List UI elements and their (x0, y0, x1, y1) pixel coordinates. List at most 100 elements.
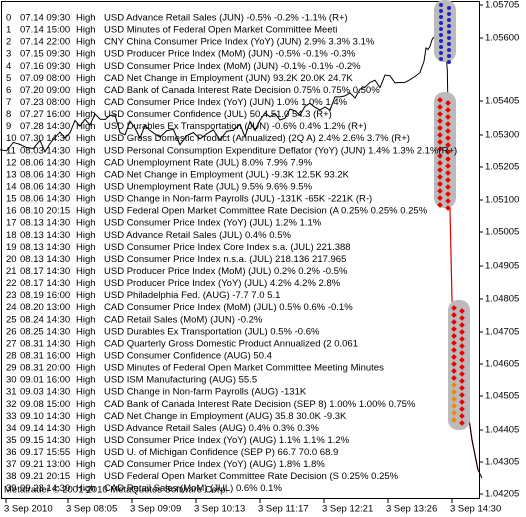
event-text: USD Change in Non-farm Payrolls (AUG) -1… (104, 387, 307, 398)
marker (447, 60, 451, 64)
price-label: 1.04905 (485, 261, 519, 272)
event-time: 09.21 20:15 (20, 471, 70, 482)
price-line (0, 3, 449, 153)
row-index: 19 (6, 242, 17, 253)
marker (447, 6, 451, 10)
row-index: 9 (6, 121, 11, 132)
row-index: 1 (6, 25, 11, 36)
marker (445, 156, 451, 162)
event-time: 08.19 16:00 (20, 290, 70, 301)
event-impact: High (76, 157, 96, 168)
row-index: 29 (6, 363, 17, 374)
event-text: USD Advance Retail Sales (JUL) 0.4% 0.5% (104, 230, 291, 241)
event-text: CAD Quarterly Gross Domestic Product Ann… (104, 338, 358, 349)
marker (445, 184, 451, 190)
event-time: 08.20 13:00 (20, 302, 70, 313)
marker (459, 406, 465, 412)
event-text: USD Producer Price Index (MoM) (JUN) -0.… (104, 49, 356, 60)
marker (445, 170, 451, 176)
marker (459, 378, 465, 384)
marker (445, 100, 451, 106)
event-time: 08.06 14:30 (20, 181, 70, 192)
marker (439, 15, 443, 19)
marker (437, 97, 443, 103)
row-index: 38 (6, 471, 17, 482)
marker (459, 357, 465, 363)
event-time: 08.03 14:30 (20, 145, 70, 156)
marker (459, 385, 465, 391)
marker (451, 319, 457, 325)
marker (451, 340, 457, 346)
event-text: USD Consumer Price Index n.s.a. (JUL) 21… (104, 254, 346, 265)
row-index: 27 (6, 338, 17, 349)
event-impact: High (76, 121, 96, 132)
event-time: 09.08 15:00 (20, 399, 70, 410)
event-impact: High (76, 206, 96, 217)
marker (447, 30, 451, 34)
marker (445, 149, 451, 155)
event-time: 07.15 09:30 (20, 49, 70, 60)
marker (437, 104, 443, 110)
marker (439, 45, 443, 49)
row-index: 2 (6, 37, 11, 48)
event-text: CAD Consumer Price Index (YoY) (JUN) 1.0… (104, 97, 348, 108)
event-impact: High (76, 145, 96, 156)
time-label: 3 Sep 13:26 (386, 504, 437, 515)
event-impact: High (76, 194, 96, 205)
event-impact: High (76, 181, 96, 192)
event-time: 08.25 14:30 (20, 326, 70, 337)
event-impact: High (76, 242, 96, 253)
event-text: USD Durables Ex Transportation (JUN) -0.… (104, 121, 367, 132)
row-index: 5 (6, 73, 11, 84)
row-index: 22 (6, 278, 17, 289)
event-text: USD Consumer Confidence (JUL) 50.4 51.0 … (104, 109, 332, 120)
event-impact: High (76, 290, 96, 301)
event-list: 0 07.14 09:30 High USD Advance Retail Sales… (6, 13, 457, 495)
marker (437, 195, 443, 201)
marker (437, 202, 443, 208)
row-index: 32 (6, 399, 17, 410)
event-impact: High (76, 85, 96, 96)
event-time: 08.31 20:00 (20, 363, 70, 374)
event-impact: High (76, 61, 96, 72)
event-impact: High (76, 218, 96, 229)
price-label: 1.05005 (485, 227, 519, 238)
marker (459, 343, 465, 349)
event-time: 08.31 16:00 (20, 350, 70, 361)
event-time: 08.06 14:30 (20, 169, 70, 180)
marker (451, 326, 457, 332)
plot-frame (1, 1, 480, 499)
event-impact: High (76, 230, 96, 241)
marker (447, 42, 451, 46)
event-time: 07.16 09:30 (20, 61, 70, 72)
row-index: 30 (6, 375, 17, 386)
event-impact: High (76, 435, 96, 446)
marker (437, 167, 443, 173)
event-impact: High (76, 302, 96, 313)
marker (439, 3, 443, 7)
row-index: 24 (6, 302, 17, 313)
event-text: CAD Unemployment Rate (JUL) 8.0% 7.9% 7.… (104, 157, 313, 168)
event-time: 09.14 14:30 (20, 423, 70, 434)
event-impact: High (76, 411, 96, 422)
row-index: 28 (6, 350, 17, 361)
row-index: 37 (6, 459, 17, 470)
event-text: USD Producer Price Index (YoY) (JUL) 4.2… (104, 278, 341, 289)
row-index: 16 (6, 206, 17, 217)
row-index: 7 (6, 97, 11, 108)
event-text: CAD Bank of Canada Interest Rate Decisio… (104, 85, 380, 96)
marker (445, 114, 451, 120)
marker (459, 413, 465, 419)
event-text: CAD Retail Sales (MoM) (JUN) -0.2% (104, 314, 263, 325)
marker (445, 205, 451, 211)
event-text: USD Consumer Price Index (YoY) (JUL) 1.2… (104, 218, 322, 229)
marker (451, 312, 457, 318)
marker (437, 118, 443, 124)
event-text: USD Philadelphia Fed. (AUG) -7.7 7.0 5.1 (104, 290, 280, 301)
event-time: 08.31 14:30 (20, 338, 70, 349)
marker (451, 410, 457, 416)
marker (451, 361, 457, 367)
price-label: 1.05705 (485, 0, 519, 11)
marker (459, 399, 465, 405)
